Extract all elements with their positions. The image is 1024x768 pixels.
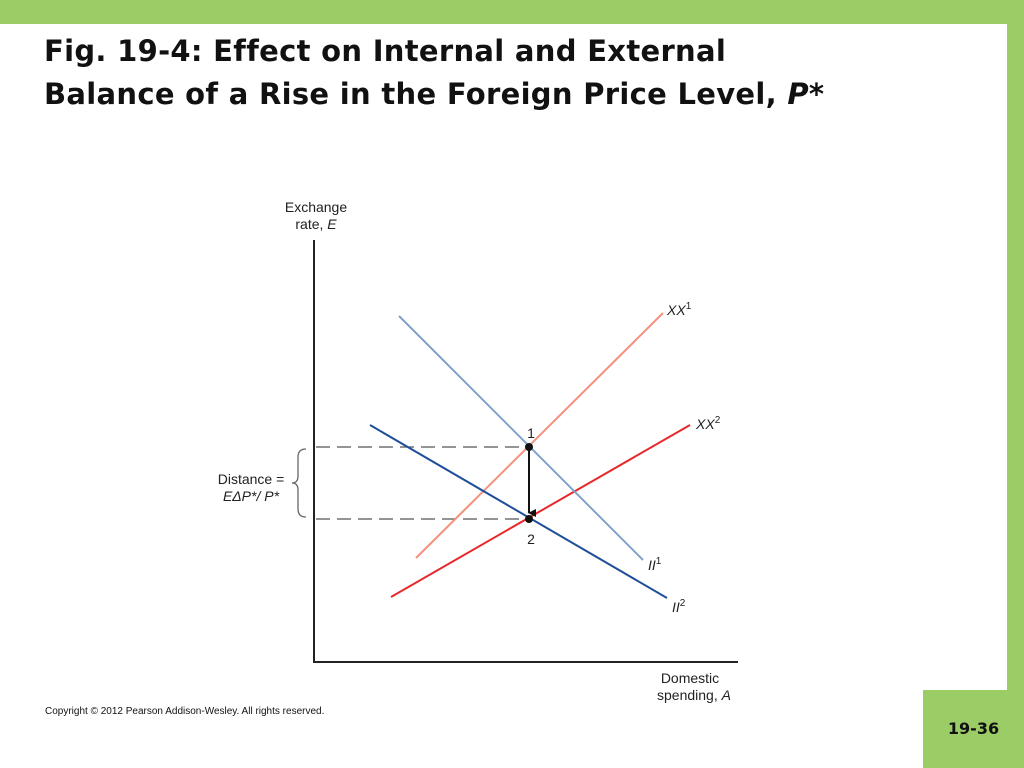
distance-brace <box>291 448 307 518</box>
slide <box>0 24 1007 768</box>
x-axis-label-line-1: Domestic <box>661 670 719 686</box>
distance-label-line-2: EΔP*/ P* <box>223 488 280 504</box>
xx1-curve <box>415 312 664 559</box>
distance-label-line-1: Distance = <box>218 471 285 487</box>
point-2-label: 2 <box>527 531 535 547</box>
equilibrium-point-1 <box>525 443 533 451</box>
xx2-curve <box>390 424 691 598</box>
ii1-curve <box>398 315 644 561</box>
equilibrium-point-2 <box>525 515 533 523</box>
ii2-curve <box>369 424 668 599</box>
y-axis-label-line-1: Exchange <box>285 199 347 215</box>
y-axis-label-line-2: rate, E <box>295 216 337 232</box>
copyright-notice: Copyright © 2012 Pearson Addison-Wesley.… <box>45 706 325 717</box>
xx1-label: XX1 <box>666 301 692 318</box>
title-p-star: P* <box>787 77 825 111</box>
slide-number: 19-36 <box>923 690 1024 768</box>
ii2-label: II2 <box>672 598 686 615</box>
slide-title: Fig. 19-4: Effect on Internal and Extern… <box>44 30 824 116</box>
xx2-label: XX2 <box>695 415 721 432</box>
ii1-label: II1 <box>648 556 662 573</box>
x-axis-label-line-2: spending, A <box>657 687 731 703</box>
point-1-label: 1 <box>527 425 535 441</box>
title-line-1: Fig. 19-4: Effect on Internal and Extern… <box>44 34 727 68</box>
title-line-2: Balance of a Rise in the Foreign Price L… <box>44 77 788 111</box>
